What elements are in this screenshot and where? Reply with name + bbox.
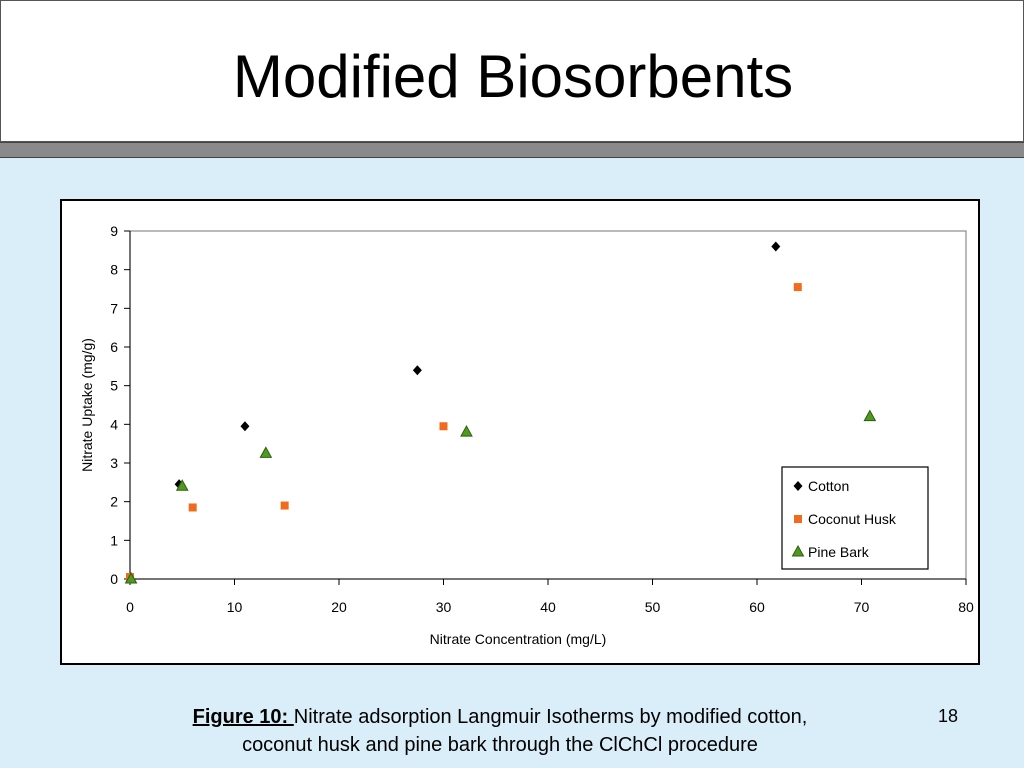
y-axis-title: Nitrate Uptake (mg/g): [79, 338, 95, 472]
y-tick-label: 0: [110, 571, 118, 587]
y-tick-label: 9: [110, 223, 118, 239]
x-tick-label: 40: [540, 599, 556, 615]
cotton-point: [240, 421, 250, 432]
y-tick-label: 4: [110, 416, 118, 432]
caption-line-1: Nitrate adsorption Langmuir Isotherms by…: [293, 706, 808, 728]
slide-title: Modified Biosorbents: [232, 43, 794, 110]
legend-label-pine-bark: Pine Bark: [808, 544, 870, 560]
legend-marker-cotton: [793, 481, 803, 491]
pine-bark-point: [863, 409, 877, 422]
x-tick-label: 80: [958, 599, 974, 615]
y-tick-label: 5: [110, 378, 118, 394]
y-tick-label: 6: [110, 339, 118, 355]
legend-label-cotton: Cotton: [808, 478, 849, 494]
x-tick-label: 0: [126, 599, 134, 615]
pine-bark-point: [259, 446, 273, 458]
y-tick-label: 2: [110, 494, 118, 510]
legend-marker-coconut-husk: [794, 515, 802, 523]
x-tick-label: 10: [227, 599, 243, 615]
x-tick-label: 50: [645, 599, 661, 615]
page-number: 18: [938, 706, 959, 726]
cotton-point: [771, 241, 781, 252]
coconut-husk-point: [793, 283, 802, 292]
x-tick-label: 60: [749, 599, 765, 615]
y-tick-label: 8: [110, 262, 118, 278]
scatter-chart: 0 1 2 3 4 5 6 7 8 9 0 10 20 30 40 50 60 70 80 Nitrate Conce…: [79, 223, 974, 647]
caption-line-2: coconut husk and pine bark through the C…: [242, 734, 758, 756]
figure-caption: Figure 10: Nitrate adsorption Langmuir I…: [100, 703, 900, 759]
legend-marker-pine-bark: [791, 544, 805, 557]
coconut-husk-point: [439, 422, 448, 431]
coconut-husk-point: [280, 501, 289, 510]
legend-label-coconut-husk: Coconut Husk: [808, 511, 897, 527]
y-tick-label: 7: [110, 300, 118, 316]
pine-bark-point: [460, 425, 473, 437]
chart-frame: [60, 199, 980, 665]
legend-box: [781, 466, 929, 570]
title-divider-bar: [0, 142, 1024, 158]
x-tick-label: 20: [331, 599, 347, 615]
coconut-husk-point: [188, 503, 197, 512]
x-axis-title: Nitrate Concentration (mg/L): [430, 631, 607, 647]
caption-lead: Figure 10:: [192, 706, 294, 728]
y-tick-label: 3: [110, 455, 118, 471]
cotton-point: [412, 365, 422, 376]
x-tick-label: 30: [436, 599, 452, 615]
x-tick-label: 70: [854, 599, 870, 615]
pine-bark-point: [124, 571, 138, 584]
pine-bark-point: [175, 479, 189, 491]
y-tick-label: 1: [110, 532, 118, 548]
title-band: Modified Biosorbents: [0, 0, 1024, 142]
